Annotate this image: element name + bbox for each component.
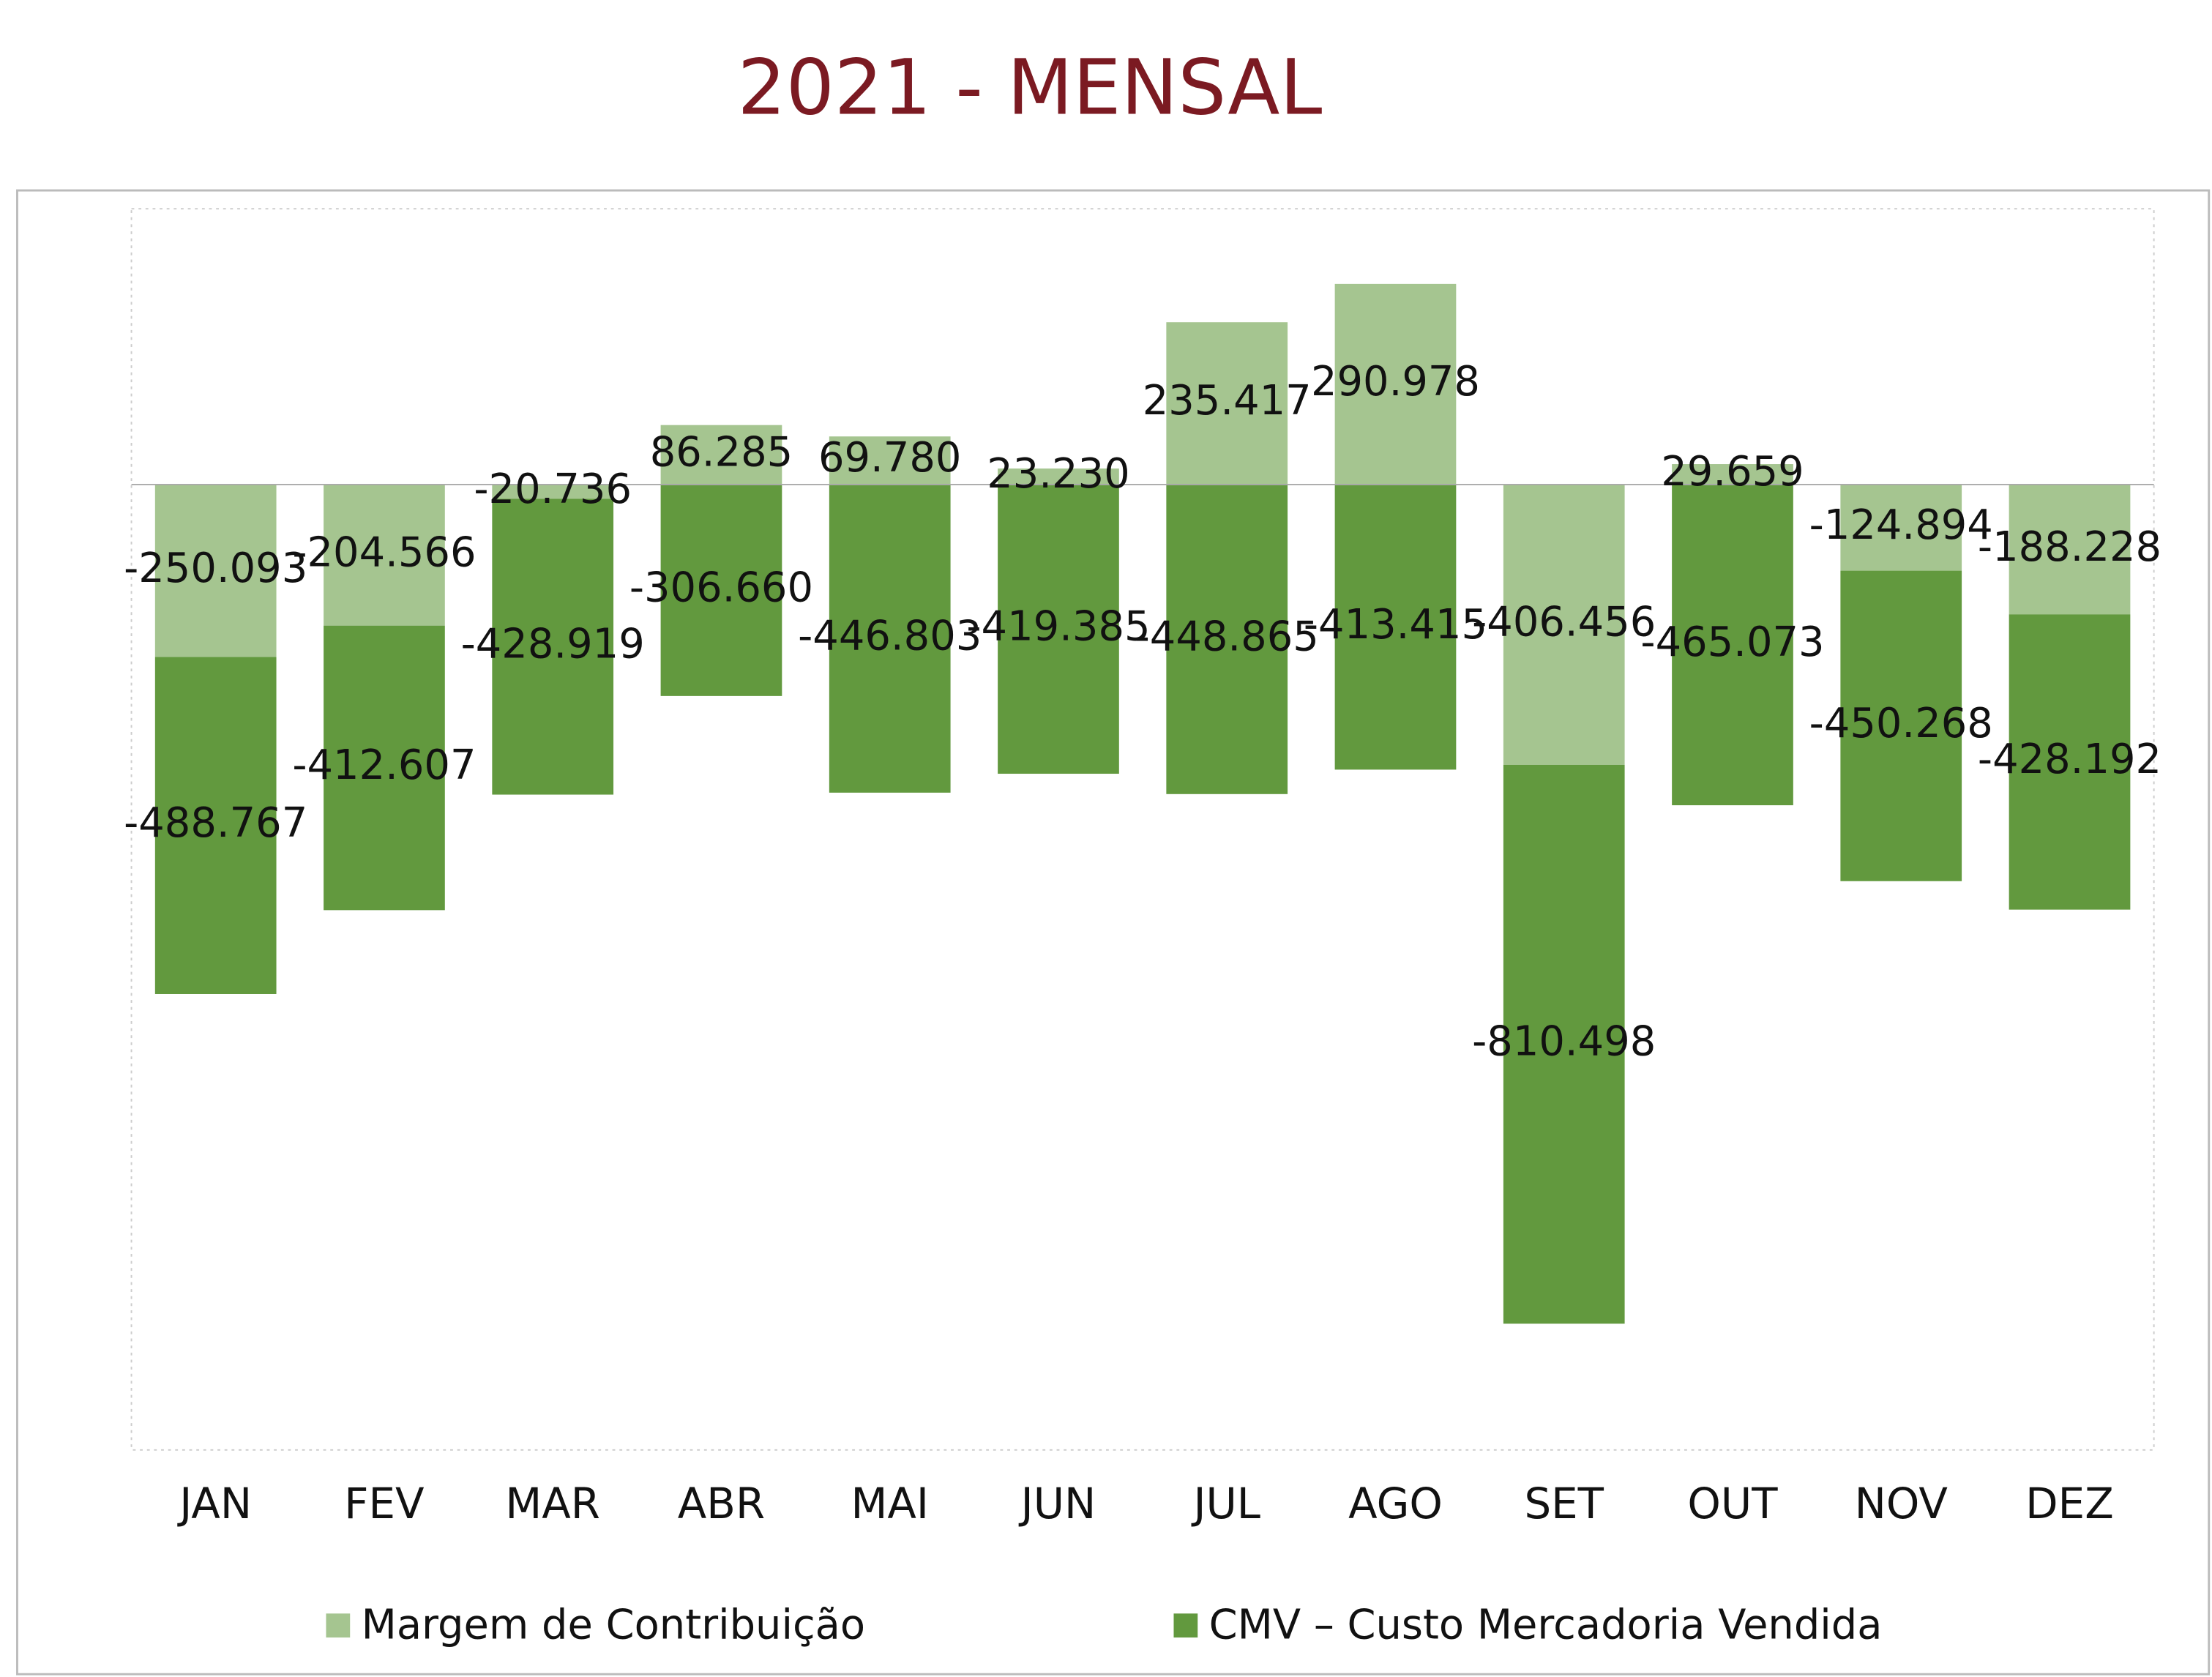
- data-label: -450.268: [1809, 700, 1993, 747]
- x-tick-label: DEZ: [2025, 1479, 2114, 1528]
- x-tick-label: JAN: [177, 1479, 252, 1528]
- chart-title: 2021 - MENSAL: [738, 42, 1323, 132]
- x-tick-label: FEV: [344, 1479, 425, 1528]
- x-tick-label: JUL: [1191, 1479, 1260, 1528]
- plot-area: [130, 208, 2155, 1451]
- data-label: -446.803: [798, 613, 982, 660]
- data-label: -448.865: [1135, 613, 1319, 661]
- bar-segment: [660, 484, 782, 696]
- data-label: 23.230: [987, 450, 1129, 498]
- bar-segment: [1672, 464, 1793, 485]
- legend-swatch: [1173, 1613, 1198, 1638]
- bar-segment: [998, 484, 1119, 774]
- bar-segment: [829, 436, 951, 485]
- data-label: -488.767: [124, 799, 307, 847]
- x-tick-label: AGO: [1348, 1479, 1443, 1528]
- data-label: -250.093: [124, 545, 307, 592]
- bar-segment: [1166, 322, 1288, 485]
- bar-segment: [1840, 484, 1962, 571]
- bar-segment: [2009, 484, 2131, 615]
- data-label: -428.919: [461, 621, 645, 668]
- data-label: -188.228: [1978, 523, 2161, 571]
- data-label: -406.456: [1472, 599, 1656, 646]
- data-label: -465.073: [1640, 619, 1824, 666]
- bar-segment: [492, 498, 614, 795]
- data-label: -20.736: [474, 466, 632, 513]
- data-label: -413.415: [1304, 601, 1487, 649]
- chart-frame: [16, 189, 2211, 1676]
- x-tick-label: MAR: [505, 1479, 600, 1528]
- x-tick-label: OUT: [1687, 1479, 1778, 1528]
- bar-segment: [492, 484, 614, 499]
- data-label: 69.780: [818, 434, 961, 482]
- data-label: -428.192: [1978, 736, 2161, 783]
- bar-segment: [154, 484, 277, 657]
- bar-segment: [324, 625, 445, 911]
- x-tick-label: NOV: [1855, 1479, 1948, 1528]
- data-label: -204.566: [292, 529, 476, 576]
- data-label: -419.385: [966, 603, 1150, 651]
- bar-segment: [1166, 484, 1288, 794]
- bar-segment: [1672, 484, 1793, 806]
- data-label: 290.978: [1311, 358, 1480, 406]
- bar-segment: [1334, 484, 1457, 770]
- data-label: 235.417: [1143, 377, 1312, 425]
- bar-segment: [660, 425, 782, 485]
- bar-segment: [1503, 484, 1625, 765]
- bar-segment: [324, 484, 445, 626]
- bar-segment: [998, 468, 1119, 485]
- x-tick-label: MAI: [851, 1479, 928, 1528]
- data-label: -306.660: [629, 564, 813, 612]
- x-tick-label: ABR: [678, 1479, 765, 1528]
- x-tick-label: SET: [1524, 1479, 1604, 1528]
- data-label: -124.894: [1809, 501, 1993, 549]
- data-label: 29.659: [1661, 448, 1804, 496]
- bar-segment: [829, 484, 951, 793]
- legend-label: CMV – Custo Mercadoria Vendida: [1209, 1602, 1883, 1649]
- legend-label: Margem de Contribuição: [362, 1602, 865, 1649]
- legend-swatch: [326, 1613, 351, 1638]
- data-label: 86.285: [650, 428, 793, 476]
- bar-segment: [154, 657, 277, 994]
- bar-segment: [1840, 570, 1962, 881]
- data-label: -412.607: [292, 742, 476, 789]
- bar-segment: [2009, 614, 2131, 910]
- bar-segment: [1334, 283, 1457, 485]
- x-tick-label: JUN: [1019, 1479, 1096, 1528]
- bar-segment: [1503, 764, 1625, 1324]
- data-label: -810.498: [1472, 1018, 1656, 1066]
